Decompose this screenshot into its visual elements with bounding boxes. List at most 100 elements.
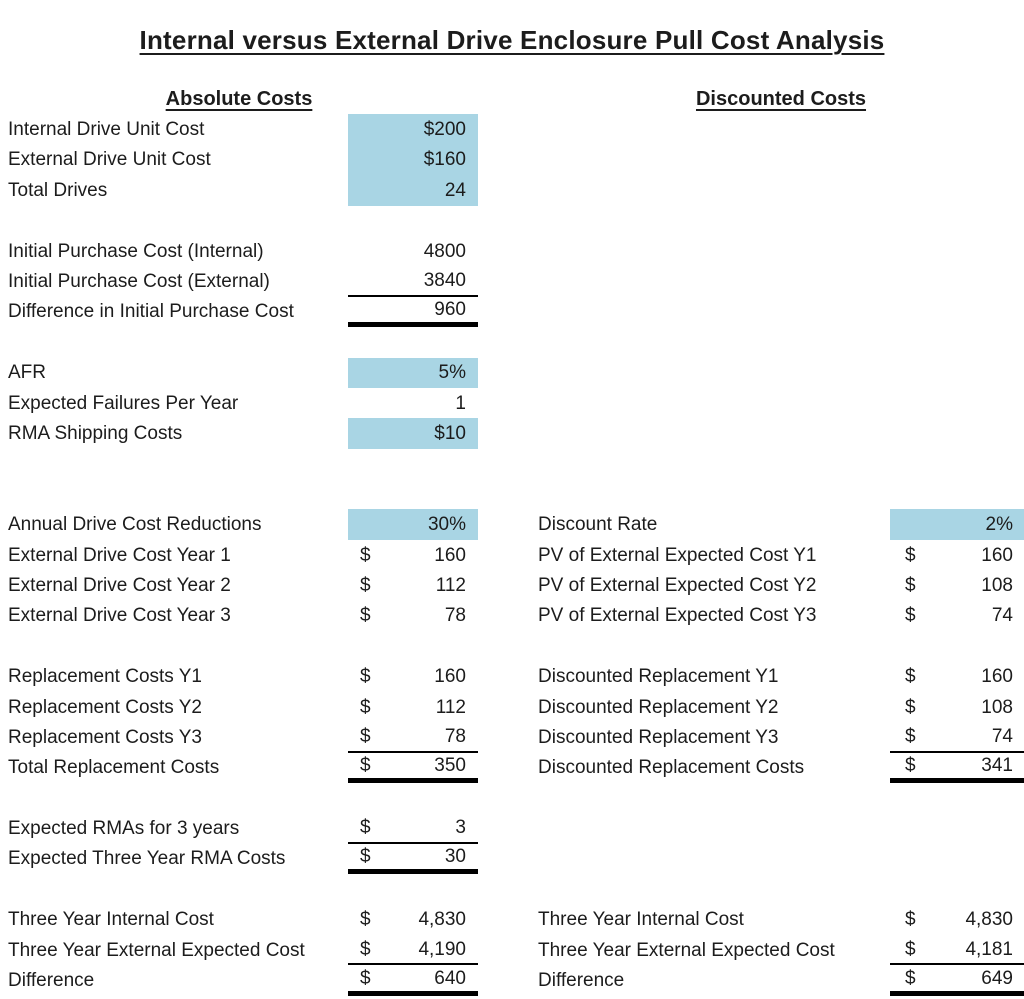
- table-row: Annual Drive Cost Reductions 30% Discount …: [0, 509, 1024, 540]
- page-title-text: Internal versus External Drive Enclosure…: [139, 25, 885, 55]
- value-cell: [890, 874, 1024, 904]
- row-label: Discount Rate: [538, 514, 658, 536]
- value-cell: [890, 327, 1024, 357]
- table-row: Replacement Costs Y2 $112 Discounted Repla…: [0, 692, 1024, 722]
- value-cell: $3: [348, 813, 478, 844]
- row-label: [538, 844, 890, 874]
- column-gap: [478, 297, 538, 327]
- column-gap: [478, 874, 538, 904]
- cell-value: 78: [444, 605, 466, 627]
- column-gap: [478, 145, 538, 175]
- cell-value: $160: [423, 149, 466, 171]
- row-label: [538, 783, 890, 813]
- currency-symbol: $: [360, 817, 371, 839]
- row-label: [538, 297, 890, 327]
- table-row: Difference $640 Difference $649: [0, 965, 1024, 996]
- row-label: [538, 631, 890, 661]
- column-gap: [478, 844, 538, 874]
- cell-value: 3840: [423, 270, 466, 292]
- table-row: Difference in Initial Purchase Cost 960: [0, 297, 1024, 328]
- table-row: Replacement Costs Y3 $78 Discounted Replac…: [0, 722, 1024, 753]
- spacer-row: [0, 449, 1024, 479]
- value-cell: 960: [348, 297, 478, 328]
- currency-symbol: $: [905, 938, 916, 960]
- value-cell: [348, 874, 478, 904]
- row-label: [0, 479, 348, 509]
- column-gap: [478, 722, 538, 752]
- row-label: [538, 358, 890, 388]
- row-label: [0, 327, 348, 357]
- row-label: External Drive Cost Year 1: [8, 544, 231, 566]
- column-gap: [478, 449, 538, 479]
- value-cell: $640: [348, 965, 478, 996]
- spacer-row: [0, 783, 1024, 813]
- column-gap: [478, 114, 538, 144]
- currency-symbol: $: [360, 605, 371, 627]
- currency-symbol: $: [905, 605, 916, 627]
- section-header-row: Absolute Costs Discounted Costs: [0, 84, 1024, 114]
- row-label: [0, 449, 348, 479]
- table-row: External Drive Unit Cost $160: [0, 144, 1024, 176]
- currency-symbol: $: [905, 967, 916, 989]
- row-label: Three Year External Expected Cost: [8, 939, 305, 961]
- value-cell: 4800: [348, 236, 478, 266]
- currency-symbol: $: [360, 909, 371, 931]
- value-cell: [348, 206, 478, 236]
- value-cell: [348, 631, 478, 661]
- cell-value: 4,830: [965, 909, 1013, 931]
- spacer-row: [0, 327, 1024, 357]
- currency-symbol: $: [360, 725, 371, 747]
- row-label: External Drive Unit Cost: [8, 149, 211, 171]
- row-label: [538, 813, 890, 843]
- row-label: [538, 327, 890, 357]
- value-cell: $350: [348, 753, 478, 783]
- cell-value: 78: [444, 725, 466, 747]
- currency-symbol: $: [360, 544, 371, 566]
- value-cell: [890, 175, 1024, 205]
- row-label: [0, 631, 348, 661]
- row-label: External Drive Cost Year 3: [8, 605, 231, 627]
- row-label: Three Year Internal Cost: [538, 909, 744, 931]
- cell-value: 350: [434, 754, 466, 776]
- value-cell: [890, 388, 1024, 418]
- value-cell: $108: [890, 570, 1024, 600]
- column-gap: [478, 753, 538, 783]
- column-gap: [478, 935, 538, 965]
- value-cell: [890, 783, 1024, 813]
- currency-symbol: $: [360, 845, 371, 867]
- cell-value: 640: [434, 967, 466, 989]
- value-cell: $4,830: [348, 905, 478, 935]
- currency-symbol: $: [360, 967, 371, 989]
- column-gap: [478, 236, 538, 266]
- row-label: [538, 418, 890, 448]
- value-cell: $160: [890, 540, 1024, 570]
- value-cell: [890, 206, 1024, 236]
- column-gap: [478, 692, 538, 722]
- table-row: RMA Shipping Costs $10: [0, 418, 1024, 449]
- row-label: Discounted Replacement Y3: [538, 726, 779, 748]
- spacer-row: [0, 874, 1024, 904]
- column-gap: [478, 661, 538, 691]
- currency-symbol: $: [905, 544, 916, 566]
- value-cell: [890, 813, 1024, 843]
- value-cell: [348, 783, 478, 813]
- table-row: Three Year External Expected Cost $4,190 T…: [0, 935, 1024, 966]
- value-cell: [890, 418, 1024, 448]
- table-row: Expected Three Year RMA Costs $30: [0, 844, 1024, 875]
- row-label: [538, 479, 890, 509]
- cell-value: 74: [991, 725, 1013, 747]
- table-row: External Drive Cost Year 2 $112 PV of Exte…: [0, 570, 1024, 600]
- column-gap: [478, 813, 538, 843]
- cell-value: 30: [444, 845, 466, 867]
- cell-value: 74: [991, 605, 1013, 627]
- row-label: [538, 388, 890, 418]
- currency-symbol: $: [905, 574, 916, 596]
- section-header-absolute-costs-text: Absolute Costs: [165, 87, 313, 110]
- spacer-row: [0, 479, 1024, 509]
- table-row: Initial Purchase Cost (Internal) 4800: [0, 236, 1024, 266]
- value-cell: $160: [348, 540, 478, 570]
- cell-value: $10: [434, 422, 466, 444]
- column-gap: [478, 965, 538, 995]
- row-label: Three Year External Expected Cost: [538, 939, 835, 961]
- value-cell: $112: [348, 692, 478, 722]
